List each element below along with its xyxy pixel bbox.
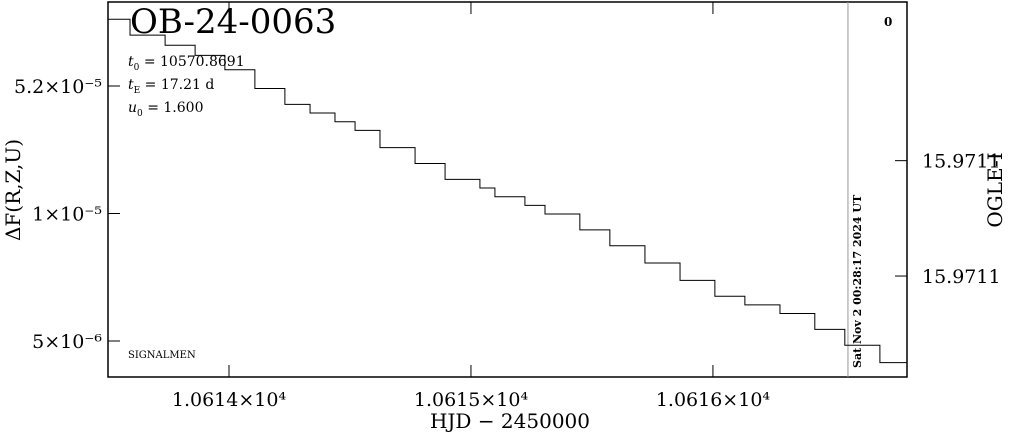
param-symbol: t xyxy=(128,77,134,93)
y-axis-label: ΔF(R,Z,U) xyxy=(1,139,25,241)
y-tick-label: 1×10⁻⁵ xyxy=(32,204,102,226)
chart-title: OB-24-0063 xyxy=(130,2,336,42)
y-tick-label: 5.2×10⁻⁵ xyxy=(14,76,102,98)
y2-tick-label: 15.9711 xyxy=(922,151,1001,173)
param-text: = 17.21 d xyxy=(140,77,214,93)
param-symbol: u xyxy=(128,100,137,116)
param: t0 = 10570.8691 xyxy=(128,54,245,73)
param-text: = 10570.8691 xyxy=(139,54,244,70)
param-sub: E xyxy=(134,86,141,96)
x-axis-label: HJD − 2450000 xyxy=(430,409,590,433)
x-tick-label: 1.0616×10⁴ xyxy=(656,389,771,411)
corner-mark: 0 xyxy=(884,15,892,29)
plot-frame xyxy=(107,1,908,378)
x-tick-label: 1.0615×10⁴ xyxy=(414,389,529,411)
param: u0 = 1.600 xyxy=(128,100,203,119)
y2-axis-label: OGLE-I xyxy=(983,152,1007,227)
param-symbol: t xyxy=(128,54,134,70)
param-sub: 0 xyxy=(134,63,140,73)
y-tick-label: 5×10⁻⁶ xyxy=(32,331,102,353)
param: tE = 17.21 d xyxy=(128,77,214,96)
param-text: = 1.600 xyxy=(143,100,204,116)
credit: SIGNALMEN xyxy=(128,350,196,361)
x-tick-label: 1.0614×10⁴ xyxy=(172,389,287,411)
param-sub: 0 xyxy=(137,109,143,119)
y2-tick-label: 15.9711 xyxy=(922,266,1001,288)
now-label: Sat Nov 2 00:28:17 2024 UT xyxy=(851,194,864,368)
data-line xyxy=(108,18,907,364)
